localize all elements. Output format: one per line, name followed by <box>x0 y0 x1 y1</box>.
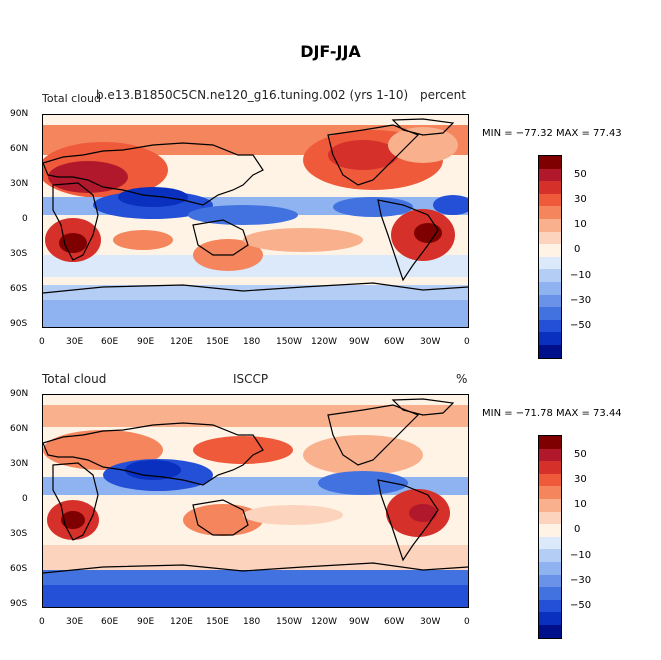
lon-tick: 0 <box>39 617 45 627</box>
lon-tick: 90W <box>349 617 370 627</box>
lon-tick: 120W <box>311 617 338 627</box>
colorbar-label: −30 <box>570 295 592 306</box>
lon-tick: 150E <box>206 337 229 347</box>
lon-tick: 60W <box>384 337 405 347</box>
min-max-label: MIN = −77.32 MAX = 77.43 <box>482 128 622 139</box>
lat-tick: 0 <box>22 494 28 504</box>
colorbar <box>538 435 562 639</box>
lat-tick: 30S <box>10 249 28 259</box>
colorbar-label: 30 <box>574 474 587 485</box>
colorbar-label: 10 <box>574 499 587 510</box>
panel-right-label: % <box>456 372 468 386</box>
colorbar-label: −30 <box>570 575 592 586</box>
panel-right-label: percent <box>420 88 466 102</box>
lon-tick: 150W <box>276 617 303 627</box>
lon-tick: 90E <box>137 617 155 627</box>
lon-tick: 30W <box>420 337 441 347</box>
lat-tick: 30N <box>10 179 29 189</box>
lat-tick: 90S <box>10 599 28 609</box>
colorbar-label: 10 <box>574 219 587 230</box>
lat-tick: 30S <box>10 529 28 539</box>
panel-center-label: b.e13.B1850C5CN.ne120_g16.tuning.002 (yr… <box>96 88 409 102</box>
panel-left-label: Total cloud <box>42 92 101 105</box>
lon-tick: 180 <box>243 617 261 627</box>
map-plot-area <box>42 114 469 328</box>
lat-tick: 90S <box>10 319 28 329</box>
lat-tick: 60N <box>10 144 29 154</box>
lon-tick: 60E <box>101 337 119 347</box>
colorbar-label: −50 <box>570 600 592 611</box>
lat-tick: 90N <box>10 389 29 399</box>
panel-center-label: ISCCP <box>233 372 269 386</box>
lon-tick: 30E <box>66 337 84 347</box>
colorbar-label: −10 <box>570 270 592 281</box>
lon-tick: 120E <box>170 617 193 627</box>
lat-tick: 30N <box>10 459 29 469</box>
colorbar <box>538 155 562 359</box>
lon-tick: 0 <box>464 617 470 627</box>
colorbar-label: −10 <box>570 550 592 561</box>
lon-tick: 90W <box>349 337 370 347</box>
panel-observations: Total cloud ISCCP % <box>0 370 661 650</box>
min-max-label: MIN = −71.78 MAX = 73.44 <box>482 408 622 419</box>
colorbar-label: 0 <box>574 524 581 535</box>
colorbar-label: 50 <box>574 449 587 460</box>
lon-tick: 150W <box>276 337 303 347</box>
lon-tick: 120W <box>311 337 338 347</box>
lon-tick: 0 <box>39 337 45 347</box>
lon-tick: 30E <box>66 617 84 627</box>
lon-tick: 150E <box>206 617 229 627</box>
lat-tick: 0 <box>22 214 28 224</box>
lon-tick: 120E <box>170 337 193 347</box>
lon-tick: 180 <box>243 337 261 347</box>
panel-left-label: Total cloud <box>42 372 107 386</box>
lon-tick: 60W <box>384 617 405 627</box>
lon-tick: 90E <box>137 337 155 347</box>
plot-title: DJF-JJA <box>300 42 361 61</box>
lat-tick: 60N <box>10 424 29 434</box>
colorbar-label: 50 <box>574 169 587 180</box>
panel-model: Total cloud b.e13.B1850C5CN.ne120_g16.tu… <box>0 88 661 370</box>
cloud-difference-map <box>43 395 468 607</box>
lat-tick: 60S <box>10 564 28 574</box>
lat-tick: 90N <box>10 109 29 119</box>
colorbar-label: 30 <box>574 194 587 205</box>
colorbar-label: 0 <box>574 244 581 255</box>
lon-tick: 0 <box>464 337 470 347</box>
lon-tick: 30W <box>420 617 441 627</box>
lon-tick: 60E <box>101 617 119 627</box>
lat-tick: 60S <box>10 284 28 294</box>
map-plot-area <box>42 394 469 608</box>
cloud-difference-map <box>43 115 468 327</box>
colorbar-label: −50 <box>570 320 592 331</box>
